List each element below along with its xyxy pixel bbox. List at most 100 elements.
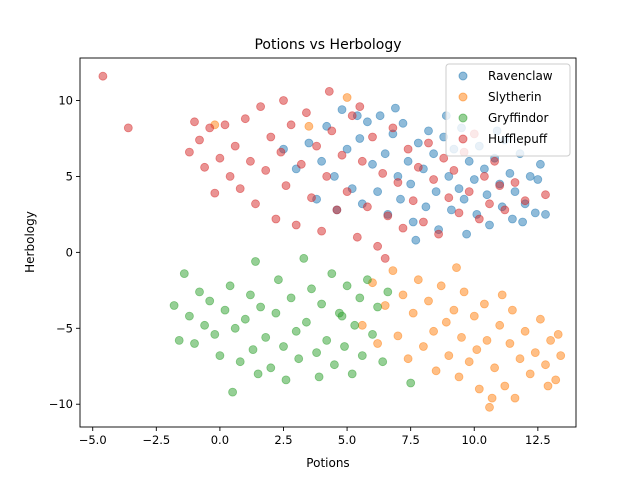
data-point bbox=[228, 387, 238, 397]
legend-marker bbox=[458, 92, 468, 102]
data-point bbox=[413, 138, 423, 148]
data-point bbox=[380, 253, 390, 263]
data-point bbox=[373, 241, 383, 251]
data-point bbox=[281, 181, 291, 191]
data-point bbox=[454, 208, 464, 218]
series-gryffindor bbox=[169, 253, 416, 397]
data-point bbox=[317, 156, 327, 166]
data-point bbox=[368, 132, 377, 142]
data-point bbox=[485, 402, 494, 412]
data-point bbox=[307, 284, 316, 294]
data-point bbox=[398, 290, 408, 300]
data-point bbox=[429, 175, 439, 184]
data-point bbox=[350, 320, 360, 330]
data-point bbox=[505, 339, 515, 348]
data-point bbox=[403, 144, 413, 154]
data-point bbox=[205, 123, 215, 133]
data-point bbox=[271, 214, 281, 224]
data-point bbox=[329, 171, 339, 181]
legend-label: Slytherin bbox=[488, 90, 542, 104]
data-point bbox=[418, 217, 428, 227]
data-point bbox=[429, 326, 439, 336]
legend-label: Ravenclaw bbox=[488, 69, 553, 83]
data-point bbox=[441, 317, 451, 327]
legend-marker bbox=[458, 113, 468, 123]
data-point bbox=[225, 171, 235, 181]
data-point bbox=[368, 159, 377, 169]
data-point bbox=[436, 281, 446, 291]
data-point bbox=[464, 357, 474, 367]
data-point bbox=[362, 202, 372, 212]
data-point bbox=[342, 144, 352, 154]
legend-label: Gryffindor bbox=[488, 111, 549, 125]
data-point bbox=[355, 134, 365, 143]
data-point bbox=[312, 348, 322, 358]
data-point bbox=[296, 159, 306, 169]
data-point bbox=[215, 153, 225, 163]
data-point bbox=[235, 184, 245, 194]
data-point bbox=[482, 335, 492, 345]
data-point bbox=[373, 302, 383, 312]
data-point bbox=[342, 281, 352, 291]
data-point bbox=[261, 332, 271, 342]
data-point bbox=[179, 269, 189, 279]
data-point bbox=[424, 296, 433, 306]
data-point bbox=[431, 366, 441, 376]
data-point bbox=[322, 335, 332, 345]
data-point bbox=[347, 111, 357, 121]
legend-marker bbox=[458, 71, 468, 81]
data-point bbox=[406, 378, 416, 388]
x-tick-label: 10.0 bbox=[461, 433, 487, 447]
data-point bbox=[508, 305, 517, 315]
x-axis: −5.0 −2.5 0.0 2.5 5.0 7.5 10.0 12.5 bbox=[79, 427, 551, 447]
data-point bbox=[553, 329, 563, 339]
data-point bbox=[393, 331, 403, 341]
x-axis-label: Potions bbox=[306, 456, 349, 470]
data-point bbox=[510, 178, 520, 187]
legend-label: Hufflepuff bbox=[488, 132, 548, 146]
data-point bbox=[220, 120, 230, 130]
data-point bbox=[205, 296, 215, 306]
data-point bbox=[464, 156, 474, 166]
chart-title: Potions vs Herbology bbox=[254, 37, 401, 53]
data-point bbox=[393, 178, 403, 187]
data-point bbox=[317, 299, 327, 309]
data-point bbox=[429, 149, 439, 159]
data-point bbox=[352, 232, 362, 242]
data-point bbox=[413, 162, 423, 172]
x-tick-label: −2.5 bbox=[142, 433, 170, 447]
data-point bbox=[240, 114, 250, 124]
data-point bbox=[533, 175, 543, 184]
data-point bbox=[304, 138, 314, 148]
data-point bbox=[383, 287, 393, 297]
data-point bbox=[240, 314, 250, 324]
x-tick-label: 0.0 bbox=[211, 433, 229, 447]
data-point bbox=[515, 354, 525, 364]
data-point bbox=[279, 96, 288, 105]
data-point bbox=[536, 314, 545, 324]
data-point bbox=[500, 205, 510, 215]
data-point bbox=[342, 187, 352, 197]
data-point bbox=[368, 329, 377, 339]
data-point bbox=[210, 188, 220, 198]
data-point bbox=[261, 165, 271, 175]
data-point bbox=[190, 117, 199, 127]
x-tick-label: −5.0 bbox=[79, 433, 107, 447]
data-point bbox=[541, 190, 550, 200]
data-point bbox=[337, 311, 347, 321]
data-point bbox=[495, 320, 505, 330]
data-point bbox=[530, 208, 540, 218]
data-point bbox=[373, 339, 383, 348]
data-point bbox=[454, 184, 464, 194]
data-point bbox=[403, 156, 413, 166]
y-tick-label: 0 bbox=[66, 245, 73, 259]
data-point bbox=[329, 360, 339, 370]
data-point bbox=[464, 187, 474, 197]
data-point bbox=[225, 281, 235, 291]
y-axis: −10 −5 0 5 10 bbox=[49, 94, 80, 411]
data-point bbox=[421, 202, 431, 212]
data-point bbox=[444, 351, 454, 361]
data-point bbox=[286, 120, 296, 130]
data-point bbox=[487, 393, 497, 403]
data-point bbox=[418, 342, 428, 351]
